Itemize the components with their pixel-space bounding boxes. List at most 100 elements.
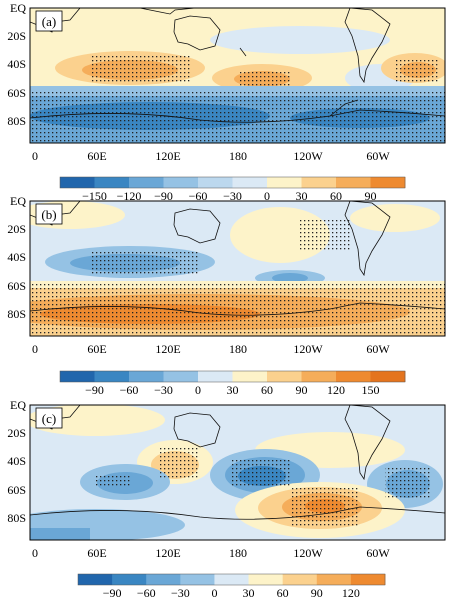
- map-panel-b: [30, 201, 445, 336]
- x-axis-b: 0 60E 120E 180 120W 60W: [32, 342, 390, 356]
- x-tick-label: 120W: [293, 149, 323, 163]
- colorbar-swatch: [248, 574, 284, 585]
- colorbar-tick-label: 30: [243, 586, 255, 599]
- map-panel-a: [30, 8, 445, 143]
- colorbar-swatch: [60, 371, 95, 382]
- colorbar-swatch: [163, 177, 199, 188]
- colorbar-tick-label: 90: [365, 189, 377, 203]
- x-tick-label: 60E: [87, 546, 106, 560]
- colorbar-tick-label: 60: [277, 586, 289, 599]
- x-tick-label: 0: [32, 342, 38, 356]
- x-tick-label: 0: [32, 546, 38, 560]
- x-tick-label: 120W: [293, 342, 323, 356]
- colorbar-swatch: [301, 371, 337, 382]
- colorbar-tick-label: 120: [327, 383, 345, 397]
- colorbar-swatch: [78, 574, 113, 585]
- colorbar-tick-label: 60: [261, 383, 273, 397]
- colorbar-swatch: [370, 371, 406, 382]
- colorbar-swatch: [267, 177, 302, 188]
- map-frame-c: [29, 404, 446, 541]
- y-tick-label: 40S: [7, 454, 26, 468]
- colorbar-swatch: [336, 371, 371, 382]
- y-axis-c: EQ 20S 40S 60S 80S: [7, 398, 26, 525]
- panel-label-box-a: [35, 10, 63, 32]
- colorbar-tick-label: 90: [296, 383, 308, 397]
- colorbar-swatch: [316, 574, 352, 585]
- colorbar-swatch: [301, 177, 337, 188]
- y-tick-label: 60S: [7, 86, 26, 100]
- x-tick-label: 60W: [366, 149, 390, 163]
- colorbar-frame: [77, 573, 386, 586]
- colorbar-swatch: [350, 574, 386, 585]
- y-tick-label: 40S: [7, 250, 26, 264]
- colorbar-tick-label: 120: [342, 586, 360, 599]
- colorbar-tick-label: −90: [85, 383, 104, 397]
- panel-label-box-b: [35, 203, 63, 225]
- colorbar-tick-label: 60: [330, 189, 342, 203]
- colorbar-tick-label: −120: [117, 189, 142, 203]
- x-tick-label: 60E: [87, 149, 106, 163]
- colorbar-swatch: [214, 574, 249, 585]
- y-tick-label: 80S: [7, 307, 26, 321]
- colorbar-tick-label: −150: [82, 189, 107, 203]
- x-axis-c: 0 60E 120E 180 120W 60W: [32, 546, 390, 560]
- map-panel-c: [30, 405, 445, 540]
- colorbar-swatch: [60, 177, 95, 188]
- x-tick-label: 180: [229, 149, 247, 163]
- x-tick-label: 120E: [155, 546, 180, 560]
- y-axis-a: EQ 20S 40S 60S 80S: [7, 1, 26, 128]
- colorbar-a: −150 −120 −90 −60 −30 0 30 60 90: [59, 176, 406, 203]
- colorbar-tick-label: −30: [223, 189, 242, 203]
- colorbar-swatch: [94, 371, 130, 382]
- colorbar-swatch: [198, 177, 233, 188]
- colorbar-swatch: [370, 177, 406, 188]
- y-axis-b: EQ 20S 40S 60S 80S: [7, 194, 26, 321]
- colorbar-swatch: [282, 574, 318, 585]
- map-frame-b: [29, 200, 446, 337]
- y-tick-label: EQ: [10, 398, 26, 412]
- panel-label-c: (c): [42, 411, 56, 426]
- colorbar-swatch: [180, 574, 215, 585]
- y-tick-label: 60S: [7, 483, 26, 497]
- colorbar-swatch: [198, 371, 233, 382]
- x-axis-a: 0 60E 120E 180 120W 60W: [32, 149, 390, 163]
- x-tick-label: 120E: [155, 149, 180, 163]
- y-tick-label: 20S: [7, 222, 26, 236]
- colorbar-tick-label: −90: [154, 189, 173, 203]
- colorbar-b: −90 −60 −30 0 30 60 90 120 150: [59, 370, 406, 397]
- colorbar-tick-label: 0: [211, 586, 217, 599]
- colorbar-swatch: [232, 371, 268, 382]
- x-tick-label: 120E: [155, 342, 180, 356]
- colorbar-swatch: [146, 574, 181, 585]
- panel-label-b: (b): [41, 207, 56, 222]
- x-tick-label: 0: [32, 149, 38, 163]
- colorbar-swatch: [129, 177, 164, 188]
- panel-label-box-c: [35, 407, 63, 429]
- colorbar-tick-label: −60: [120, 383, 139, 397]
- x-tick-label: 60W: [366, 342, 390, 356]
- colorbar-tick-label: 30: [296, 189, 308, 203]
- y-tick-label: EQ: [10, 1, 26, 15]
- colorbar-tick-label: −90: [103, 586, 122, 599]
- colorbar-swatch: [232, 177, 268, 188]
- colorbar-swatch: [129, 371, 164, 382]
- x-tick-label: 60E: [87, 342, 106, 356]
- colorbar-frame: [59, 176, 406, 189]
- colorbar-frame: [59, 370, 406, 383]
- colorbar-tick-label: −60: [189, 189, 208, 203]
- colorbar-swatch: [336, 177, 371, 188]
- map-frame-a: [29, 7, 446, 144]
- colorbar-tick-label: 150: [362, 383, 380, 397]
- colorbar-swatch: [267, 371, 302, 382]
- colorbar-swatch: [163, 371, 199, 382]
- y-tick-label: 60S: [7, 279, 26, 293]
- y-tick-label: 80S: [7, 511, 26, 525]
- colorbar-c: −90 −60 −30 0 30 60 90 120: [77, 573, 386, 600]
- y-tick-label: 40S: [7, 57, 26, 71]
- colorbar-tick-label: 30: [227, 383, 239, 397]
- y-tick-label: 20S: [7, 426, 26, 440]
- x-tick-label: 120W: [293, 546, 323, 560]
- colorbar-tick-label: 90: [311, 586, 323, 599]
- colorbar-swatch: [94, 177, 130, 188]
